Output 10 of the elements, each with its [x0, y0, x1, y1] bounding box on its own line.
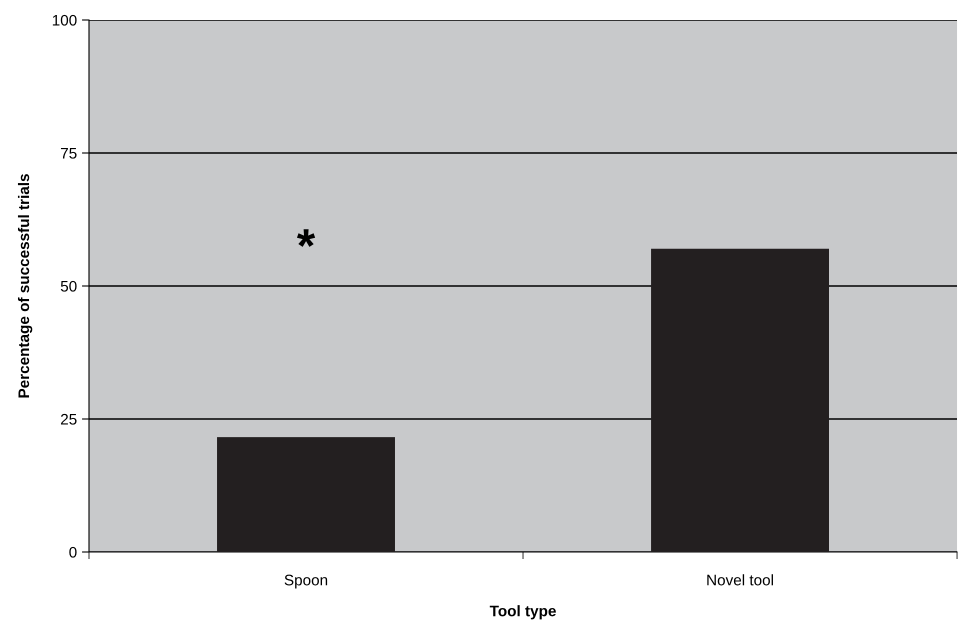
annotation: * — [296, 229, 316, 247]
y-axis-title: Percentage of successful trials — [18, 174, 32, 398]
x-tick-label: Novel tool — [707, 574, 773, 586]
y-tick-label: 25 — [60, 414, 77, 425]
y-tick-label: 50 — [60, 280, 77, 292]
y-tick-label: 100 — [52, 14, 77, 26]
x-tick-label: Spoon — [284, 574, 328, 588]
y-tick-label: 0 — [69, 546, 77, 558]
x-axis-title: Tool type — [490, 605, 556, 620]
y-tick-label: 75 — [60, 148, 77, 159]
